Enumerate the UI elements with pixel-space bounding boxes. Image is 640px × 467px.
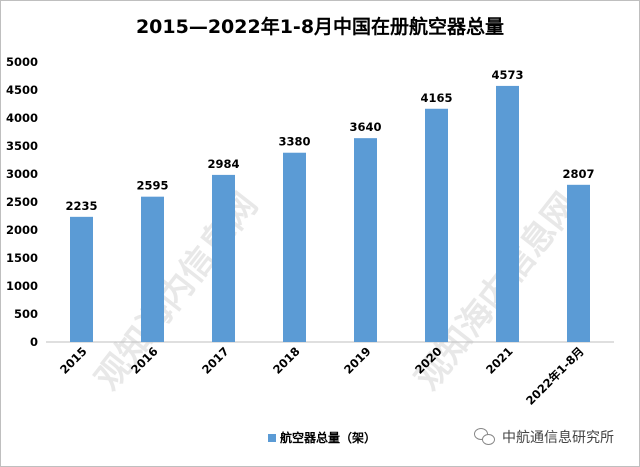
legend: 航空器总量（架） bbox=[268, 429, 376, 446]
source-credit: 中航通信息研究所 bbox=[474, 427, 614, 447]
y-tick-label: 3000 bbox=[6, 167, 38, 181]
x-tick-label: 2017 bbox=[199, 344, 232, 377]
data-label: 3640 bbox=[349, 120, 381, 134]
legend-label: 航空器总量（架） bbox=[280, 431, 377, 445]
x-tick-label: 2020 bbox=[412, 344, 445, 377]
wechat-icon bbox=[474, 428, 496, 446]
bar bbox=[70, 216, 93, 342]
y-tick-label: 0 bbox=[30, 335, 38, 349]
y-tick-label: 4500 bbox=[6, 83, 38, 97]
bar bbox=[496, 85, 519, 343]
data-label: 2595 bbox=[136, 179, 168, 193]
bar bbox=[141, 196, 164, 342]
legend-swatch bbox=[268, 433, 276, 442]
x-tick-label: 2019 bbox=[341, 344, 374, 377]
y-tick-label: 500 bbox=[14, 307, 38, 321]
x-tick-label: 2018 bbox=[270, 344, 303, 377]
data-label: 2807 bbox=[562, 167, 594, 181]
y-tick-label: 2500 bbox=[6, 195, 38, 209]
y-tick-label: 4000 bbox=[6, 111, 38, 125]
source-text: 中航通信息研究所 bbox=[502, 430, 614, 446]
y-tick-label: 2000 bbox=[6, 223, 38, 237]
data-label: 3380 bbox=[278, 135, 310, 149]
data-label: 4573 bbox=[491, 68, 523, 82]
y-tick-label: 1500 bbox=[6, 251, 38, 265]
y-tick-label: 5000 bbox=[6, 55, 38, 69]
data-label: 2984 bbox=[207, 157, 239, 171]
bar bbox=[425, 108, 448, 342]
y-tick-label: 1000 bbox=[6, 279, 38, 293]
y-tick-label: 3500 bbox=[6, 139, 38, 153]
x-tick-label: 2016 bbox=[128, 344, 161, 377]
chart-title: 2015—2022年1-8月中国在册航空器总量 bbox=[135, 16, 505, 38]
data-label: 4165 bbox=[420, 91, 452, 105]
data-label: 2235 bbox=[65, 199, 97, 213]
x-tick-label: 2022年1-8月 bbox=[523, 344, 586, 407]
bar bbox=[212, 174, 235, 342]
bar bbox=[283, 152, 306, 342]
bar bbox=[354, 138, 377, 342]
x-tick-label: 2015 bbox=[57, 344, 90, 377]
bar bbox=[567, 184, 590, 342]
x-tick-label: 2021 bbox=[483, 344, 516, 377]
